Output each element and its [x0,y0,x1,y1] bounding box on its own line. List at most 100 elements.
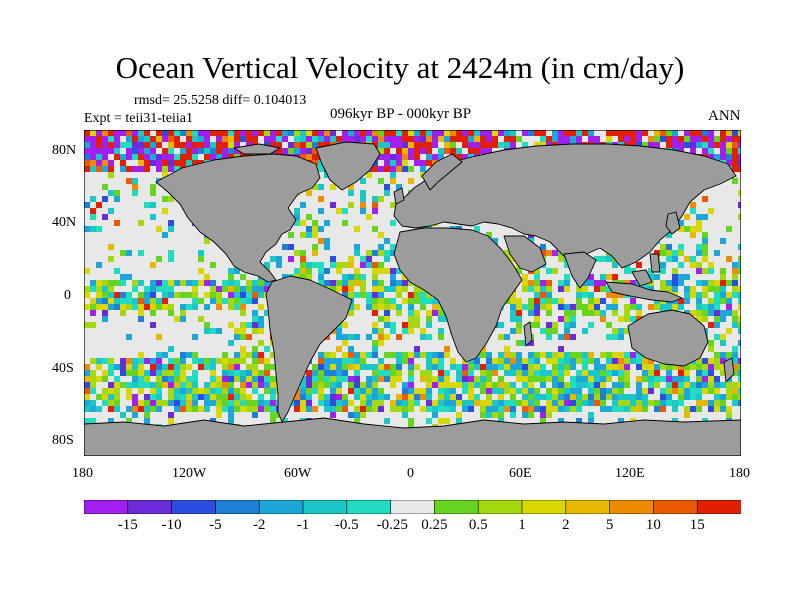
velocity-cell [312,136,318,142]
colorbar-swatch [521,500,567,514]
velocity-cell [384,238,390,244]
velocity-cell [708,154,714,160]
velocity-cell [420,334,426,340]
velocity-cell [714,364,720,370]
velocity-cell [738,166,741,172]
velocity-cell [582,358,588,364]
velocity-cell [720,382,726,388]
velocity-cell [654,304,660,310]
velocity-cell [246,394,252,400]
velocity-cell [474,148,480,154]
velocity-cell [516,298,522,304]
velocity-cell [216,136,222,142]
velocity-cell [102,310,108,316]
velocity-cell [348,382,354,388]
velocity-cell [348,190,354,196]
velocity-cell [348,292,354,298]
velocity-cell [492,130,498,136]
velocity-cell [132,178,138,184]
velocity-cell [378,196,384,202]
velocity-cell [732,280,738,286]
velocity-cell [678,244,684,250]
velocity-cell [522,370,528,376]
velocity-cell [516,322,522,328]
velocity-cell [702,268,708,274]
velocity-cell [318,196,324,202]
colorbar-swatch [390,500,436,514]
velocity-cell [258,382,264,388]
colorbar-swatch [696,500,741,514]
velocity-cell [90,388,96,394]
velocity-cell [504,406,510,412]
velocity-cell [636,136,642,142]
velocity-cell [738,388,741,394]
velocity-cell [546,352,552,358]
velocity-cell [336,346,342,352]
velocity-cell [582,400,588,406]
velocity-cell [108,280,114,286]
velocity-cell [168,136,174,142]
velocity-cell [492,394,498,400]
velocity-cell [642,364,648,370]
velocity-cell [480,346,486,352]
velocity-cell [606,394,612,400]
velocity-cell [156,388,162,394]
colorbar-label: -1 [296,517,310,533]
velocity-cell [162,196,168,202]
velocity-cell [378,268,384,274]
velocity-cell [336,208,342,214]
velocity-cell [330,370,336,376]
velocity-cell [480,136,486,142]
velocity-cell [672,130,678,136]
velocity-cell [558,352,564,358]
velocity-cell [372,196,378,202]
velocity-cell [324,244,330,250]
velocity-cell [588,274,594,280]
velocity-cell [582,328,588,334]
velocity-cell [216,412,222,418]
velocity-cell [708,310,714,316]
velocity-cell [522,394,528,400]
velocity-cell [660,388,666,394]
velocity-cell [648,382,654,388]
velocity-cell [510,370,516,376]
velocity-cell [102,286,108,292]
velocity-cell [684,370,690,376]
velocity-cell [468,148,474,154]
velocity-cell [108,208,114,214]
velocity-cell [126,250,132,256]
velocity-cell [642,370,648,376]
velocity-cell [534,298,540,304]
velocity-cell [84,154,90,160]
velocity-cell [690,406,696,412]
colorbar-label: 0.25 [421,517,448,533]
velocity-cell [624,280,630,286]
velocity-cell [324,394,330,400]
velocity-cell [174,166,180,172]
velocity-cell [552,268,558,274]
velocity-cell [426,322,432,328]
velocity-cell [312,226,318,232]
velocity-cell [168,388,174,394]
velocity-cell [324,280,330,286]
velocity-cell [612,130,618,136]
velocity-cell [546,394,552,400]
velocity-cell [438,370,444,376]
velocity-cell [114,220,120,226]
velocity-cell [390,370,396,376]
velocity-cell [222,298,228,304]
velocity-cell [252,280,258,286]
velocity-cell [222,130,228,136]
velocity-cell [540,286,546,292]
velocity-cell [246,322,252,328]
velocity-cell [318,142,324,148]
velocity-cell [570,388,576,394]
velocity-cell [504,364,510,370]
velocity-cell [684,292,690,298]
velocity-cell [534,352,540,358]
velocity-cell [420,346,426,352]
velocity-cell [630,316,636,322]
velocity-cell [330,184,336,190]
velocity-cell [114,376,120,382]
velocity-cell [510,364,516,370]
